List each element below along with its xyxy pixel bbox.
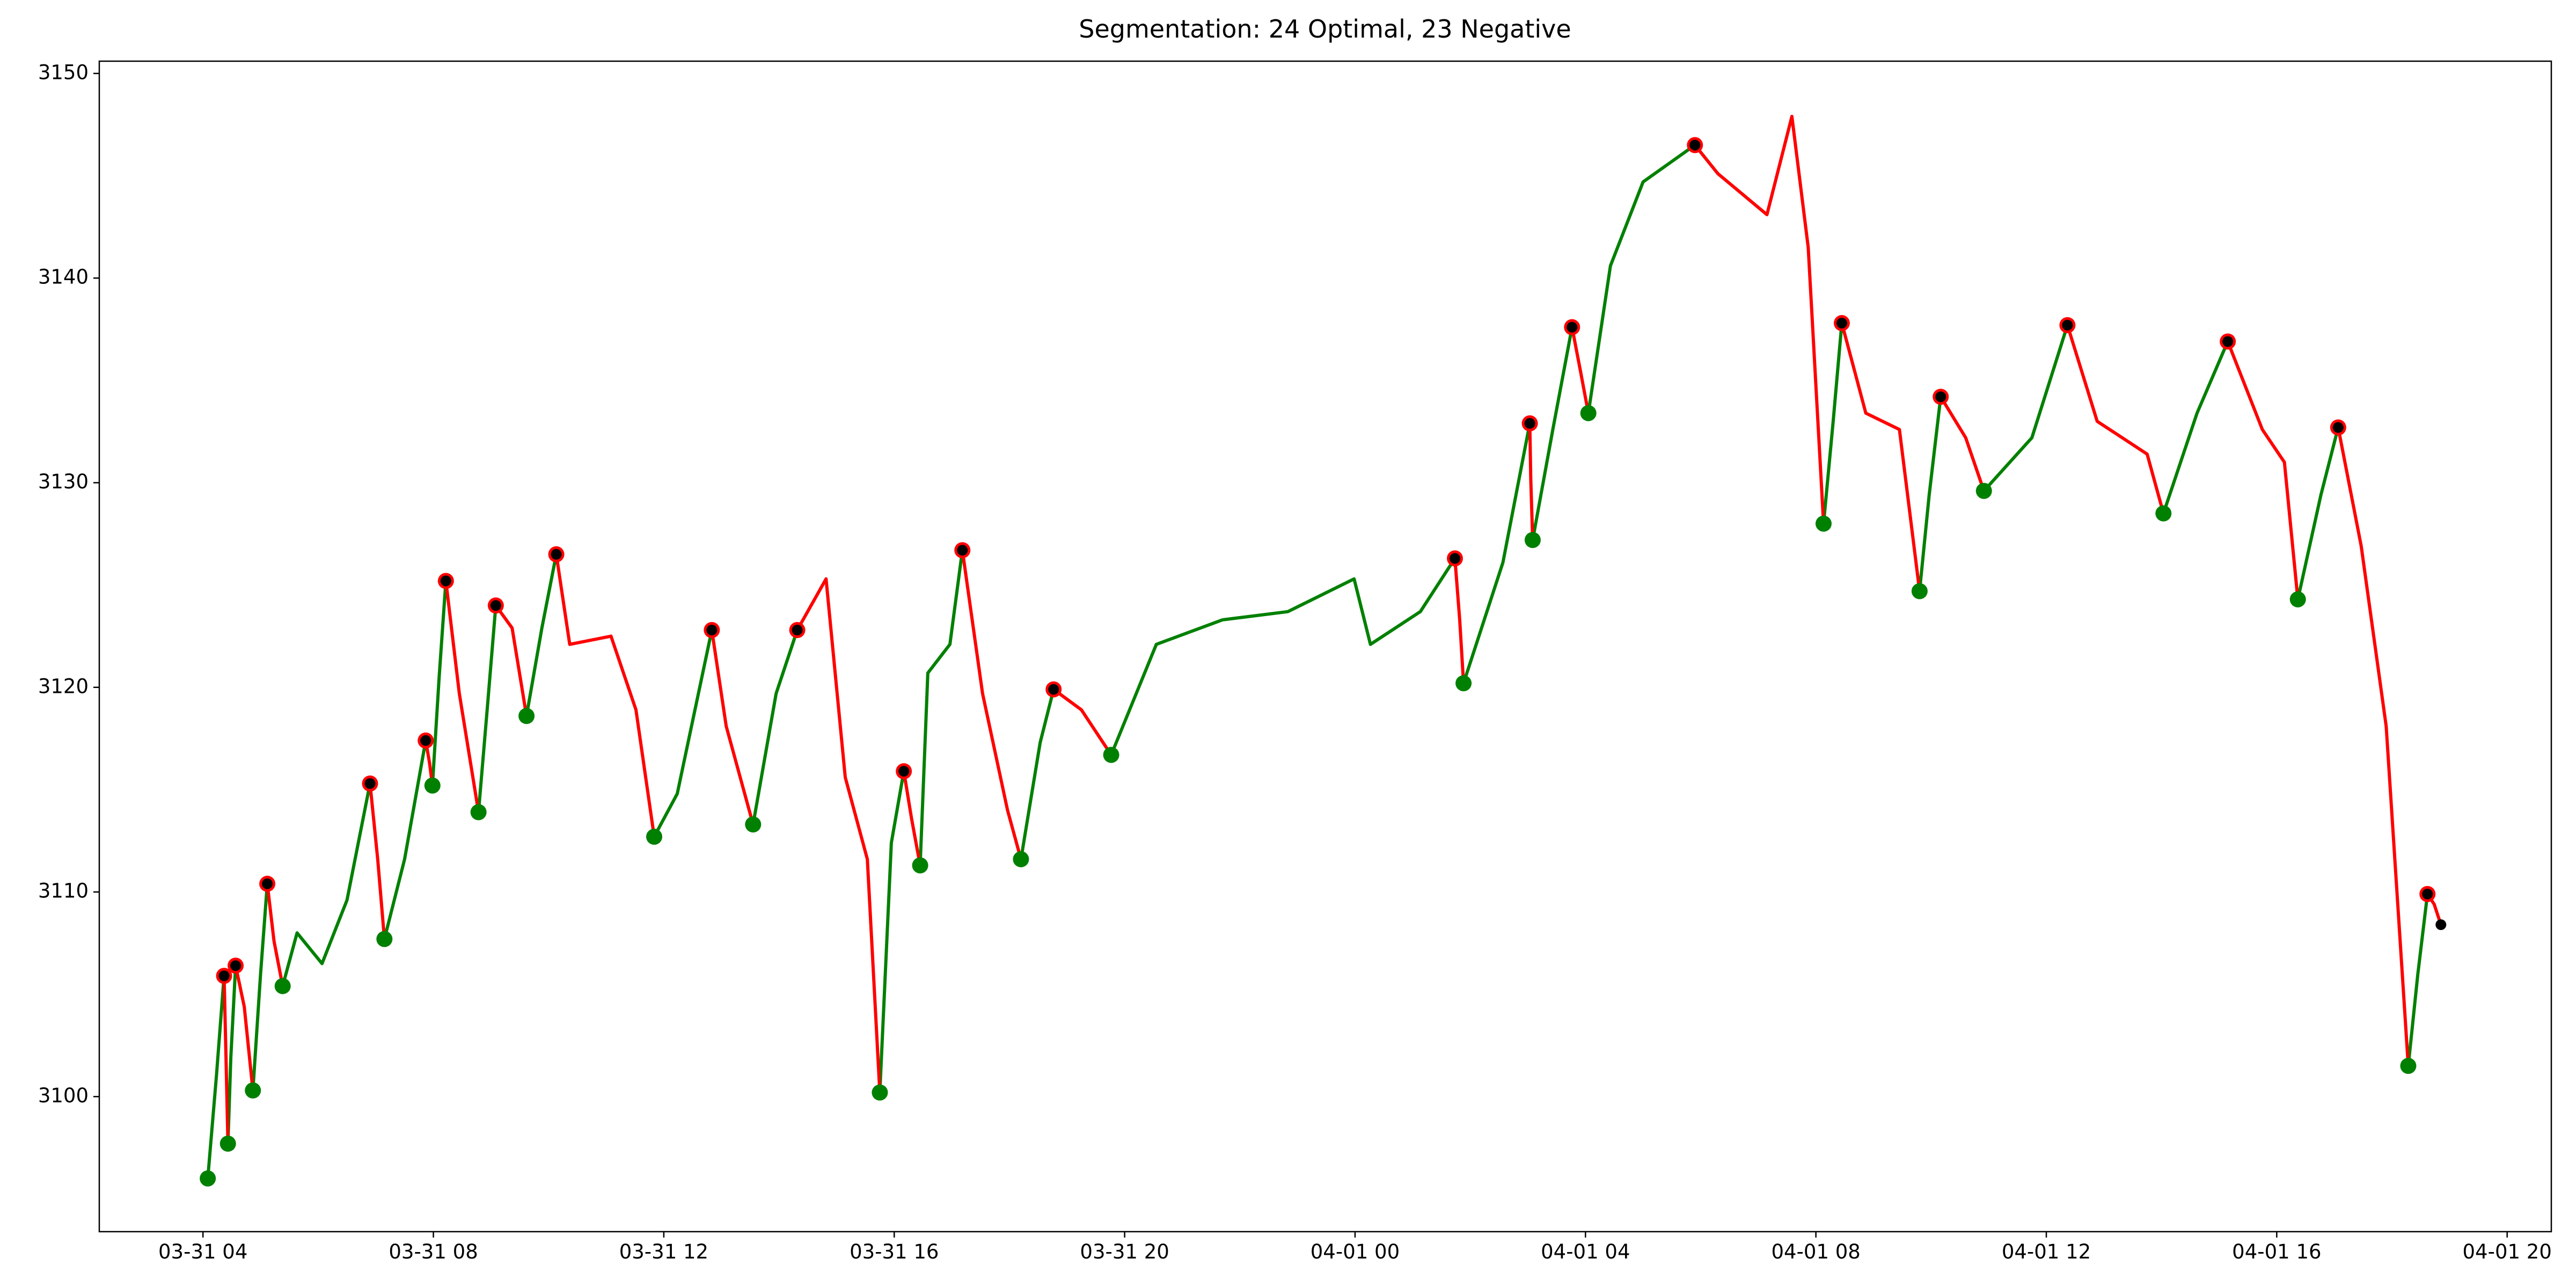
x-tick-label: 03-31 08: [389, 1240, 478, 1263]
y-tick-label: 3140: [38, 266, 89, 289]
marker: [1815, 515, 1832, 532]
x-tick-label: 04-01 16: [2232, 1240, 2321, 1263]
plot-frame: [98, 60, 2552, 1233]
marker: [376, 931, 393, 947]
marker: [218, 970, 230, 982]
x-tick-label: 04-01 08: [1771, 1240, 1860, 1263]
marker: [957, 545, 968, 556]
marker: [262, 878, 273, 889]
marker: [2400, 1058, 2417, 1074]
y-tick-label: 3110: [38, 880, 89, 903]
y-tick-label: 3150: [38, 61, 89, 84]
marker: [2155, 505, 2172, 522]
marker: [1013, 851, 1029, 868]
marker: [792, 624, 803, 635]
x-tick-label: 04-01 00: [1311, 1240, 1400, 1263]
x-tick-label: 03-31 12: [619, 1240, 708, 1263]
x-tick-label: 03-31 16: [850, 1240, 939, 1263]
series-line: [206, 143, 2429, 1180]
marker: [872, 1084, 888, 1101]
y-tick-label: 3120: [38, 675, 89, 698]
marker: [1103, 747, 1119, 763]
x-tick-label: 03-31 20: [1080, 1240, 1169, 1263]
marker: [898, 766, 910, 777]
marker: [745, 816, 762, 833]
marker: [470, 804, 487, 821]
marker: [2289, 591, 2306, 608]
marker: [2422, 888, 2433, 899]
marker: [1911, 583, 1928, 599]
marker: [420, 735, 431, 746]
marker: [1689, 140, 1701, 151]
y-tick-label: 3130: [38, 470, 89, 493]
chart-title: Segmentation: 24 Optimal, 23 Negative: [1079, 14, 1571, 43]
series-line: [222, 114, 2443, 1146]
marker: [1567, 321, 1578, 333]
marker: [1836, 318, 1847, 329]
marker: [1580, 405, 1597, 421]
marker: [2222, 336, 2234, 347]
marker: [1450, 553, 1461, 564]
x-tick-label: 04-01 20: [2463, 1240, 2552, 1263]
marker: [274, 978, 291, 994]
x-tick-label: 03-31 04: [158, 1240, 247, 1263]
x-tick-label: 04-01 12: [2002, 1240, 2091, 1263]
marker: [2062, 319, 2073, 331]
x-tick-label: 04-01 04: [1541, 1240, 1630, 1263]
marker: [2435, 919, 2447, 931]
marker: [1524, 532, 1541, 548]
marker: [200, 1170, 216, 1187]
marker: [1455, 675, 1472, 692]
marker: [2332, 422, 2344, 433]
marker: [219, 1136, 236, 1152]
marker: [912, 857, 928, 874]
marker: [551, 548, 562, 560]
marker: [646, 829, 663, 845]
marker: [706, 624, 718, 635]
marker: [364, 778, 376, 789]
marker: [518, 708, 535, 724]
marker: [1524, 418, 1535, 429]
marker: [245, 1082, 261, 1099]
marker: [1048, 684, 1059, 695]
y-tick-label: 3100: [38, 1084, 89, 1107]
marker: [230, 960, 241, 971]
marker: [1935, 391, 1946, 402]
marker: [1975, 482, 1992, 499]
marker: [424, 777, 441, 794]
marker: [440, 575, 451, 587]
marker: [490, 600, 501, 611]
